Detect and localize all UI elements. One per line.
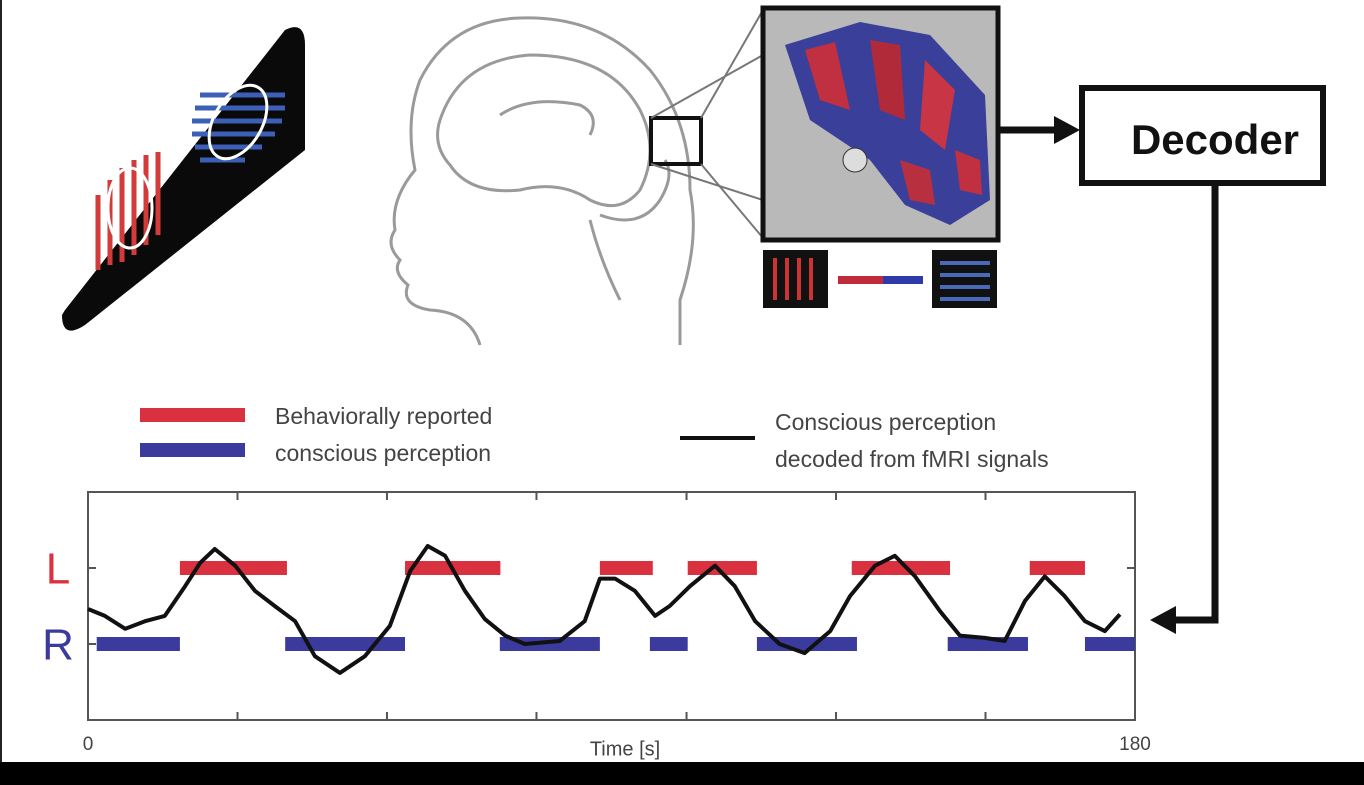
y-tick-label: L xyxy=(46,545,70,594)
decoded-line xyxy=(87,544,1122,675)
decoder-label: Decoder xyxy=(1131,116,1299,163)
arrowhead xyxy=(1054,116,1080,144)
reported-period xyxy=(947,637,1028,651)
legend-label: Behaviorally reported xyxy=(275,403,492,429)
reported-period xyxy=(1029,561,1085,575)
x-tick-label: 0 xyxy=(83,734,94,755)
zoom-lines xyxy=(650,9,764,239)
legend-swatch xyxy=(140,443,245,457)
fmri-map xyxy=(760,5,1001,308)
reported-period xyxy=(756,637,857,651)
bottom-bar xyxy=(0,762,1364,785)
legend-label: decoded from fMRI signals xyxy=(775,446,1049,472)
plot-frame xyxy=(87,491,1136,721)
stimulus-display xyxy=(62,27,305,331)
legend-label: conscious perception xyxy=(275,440,491,466)
x-tick-label: 180 xyxy=(1119,734,1151,755)
reported-period xyxy=(285,637,406,651)
arrows xyxy=(1000,126,1219,624)
decoder-box xyxy=(1079,85,1326,186)
reported-period xyxy=(96,637,180,651)
reported-period xyxy=(179,561,287,575)
reported-period xyxy=(599,561,653,575)
reported-period xyxy=(649,637,688,651)
y-tick-label: R xyxy=(42,621,74,670)
legend-label: Conscious perception xyxy=(775,409,996,435)
reported-period xyxy=(499,637,600,651)
legend-swatch xyxy=(140,408,245,422)
reported-period xyxy=(1084,637,1135,651)
head-outline xyxy=(389,16,695,346)
x-axis-label: Time [s] xyxy=(590,738,660,760)
arrowhead xyxy=(1150,606,1176,634)
roi-box xyxy=(649,116,703,166)
